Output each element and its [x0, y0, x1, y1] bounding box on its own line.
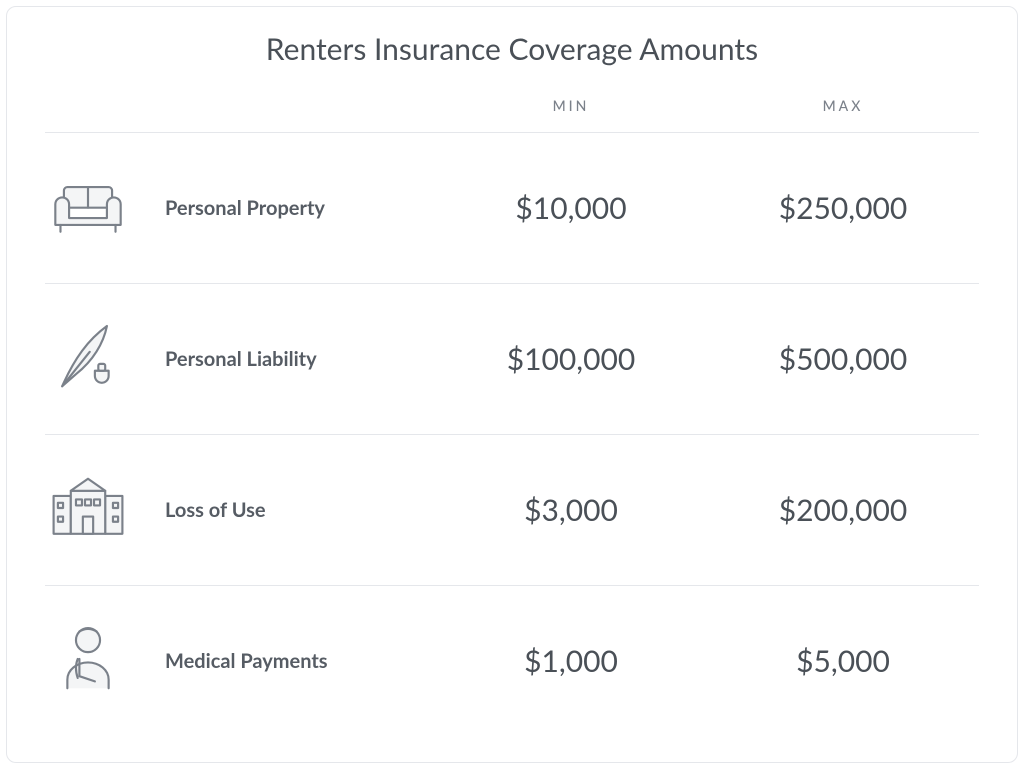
- coverage-table: MIN MAX: [45, 97, 979, 716]
- header-max: MAX: [707, 97, 979, 133]
- row-icon-cell: [45, 133, 165, 284]
- row-label: Medical Payments: [165, 586, 435, 717]
- row-max: $200,000: [707, 435, 979, 586]
- row-label-text: Medical Payments: [165, 649, 328, 673]
- table-row: Loss of Use $3,000 $200,000: [45, 435, 979, 586]
- row-min: $1,000: [435, 586, 707, 717]
- row-icon-cell: [45, 586, 165, 717]
- table-row: Personal Property $10,000 $250,000: [45, 133, 979, 284]
- row-min: $3,000: [435, 435, 707, 586]
- row-label: Personal Liability: [165, 284, 435, 435]
- row-max: $500,000: [707, 284, 979, 435]
- row-min: $100,000: [435, 284, 707, 435]
- table-row: Medical Payments $1,000 $5,000: [45, 586, 979, 717]
- coverage-card: Renters Insurance Coverage Amounts MIN M…: [6, 6, 1018, 763]
- row-label-text: Loss of Use: [165, 498, 266, 522]
- row-max: $250,000: [707, 133, 979, 284]
- building-icon: [45, 536, 131, 555]
- row-min: $10,000: [435, 133, 707, 284]
- row-label-text: Personal Property: [165, 196, 325, 220]
- table-row: Personal Liability $100,000 $500,000: [45, 284, 979, 435]
- row-icon-cell: [45, 284, 165, 435]
- row-label-text: Personal Liability: [165, 347, 317, 371]
- row-label: Personal Property: [165, 133, 435, 284]
- row-max: $5,000: [707, 586, 979, 717]
- row-icon-cell: [45, 435, 165, 586]
- row-label: Loss of Use: [165, 435, 435, 586]
- header-blank-label: [165, 97, 435, 133]
- header-min: MIN: [435, 97, 707, 133]
- patient-icon: [45, 687, 131, 706]
- feather-icon: [45, 385, 131, 404]
- couch-icon: [45, 234, 131, 253]
- header-blank-icon: [45, 97, 165, 133]
- table-header-row: MIN MAX: [45, 97, 979, 133]
- page-title: Renters Insurance Coverage Amounts: [45, 31, 979, 67]
